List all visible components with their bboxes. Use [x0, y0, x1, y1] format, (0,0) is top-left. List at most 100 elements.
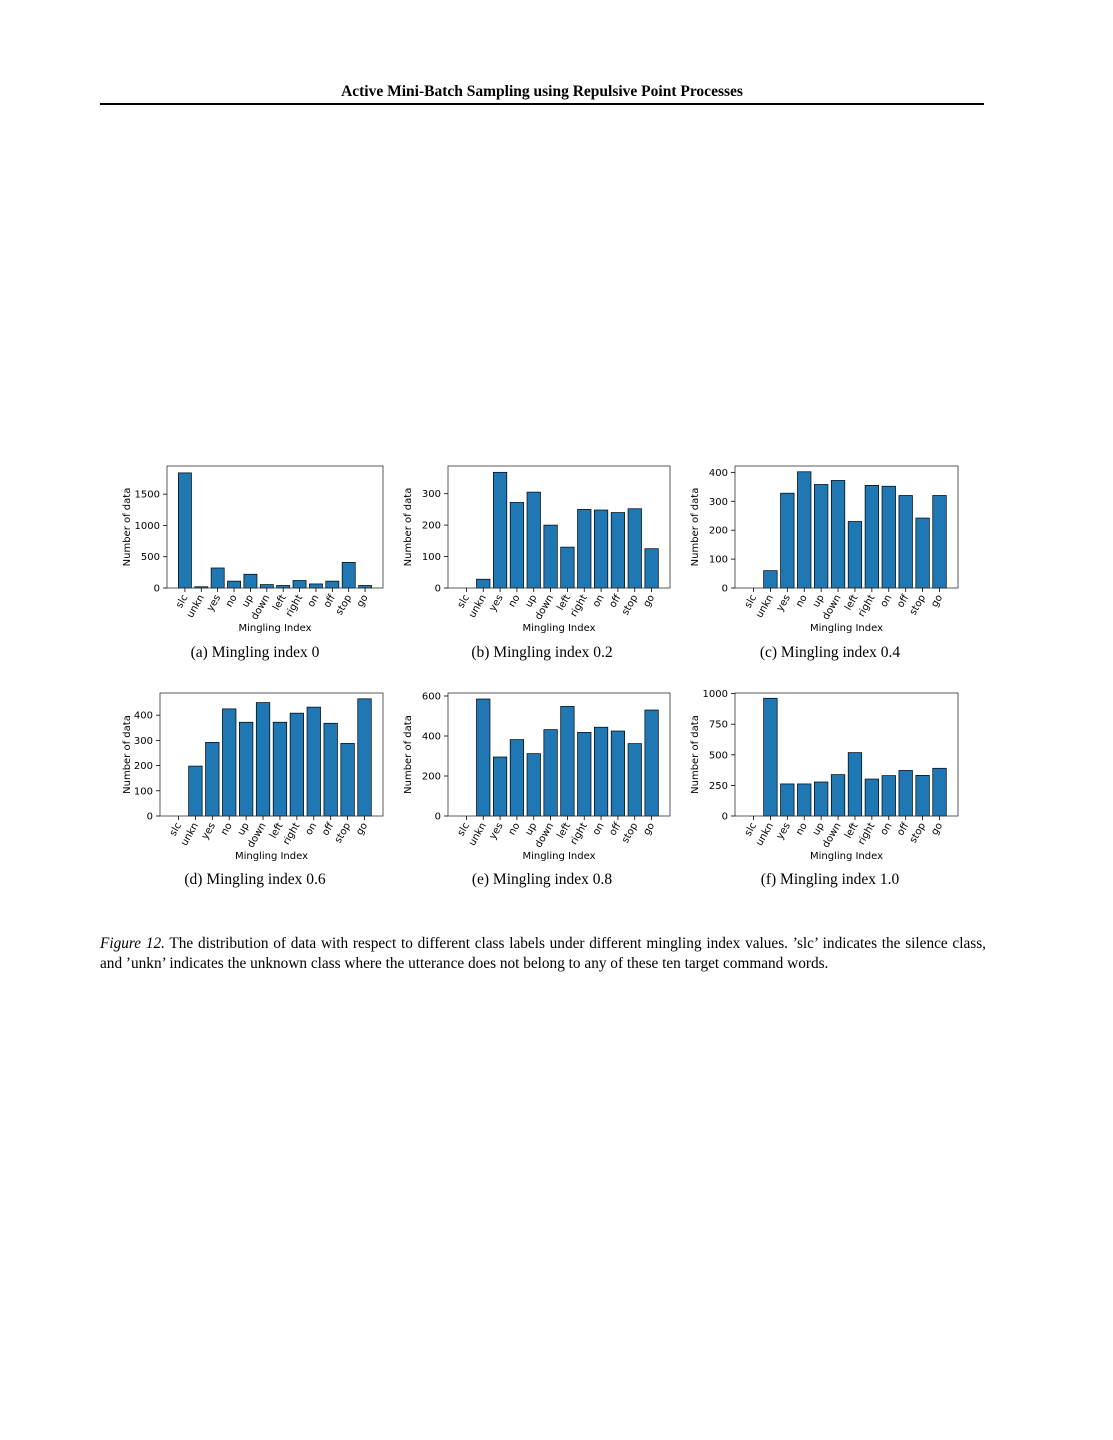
- bar-unkn: [476, 698, 491, 817]
- subfigure-caption: (e) Mingling index 0.8: [472, 871, 613, 888]
- bar-right: [864, 778, 879, 817]
- bar-no: [509, 739, 524, 817]
- bar-off: [898, 770, 913, 817]
- x-tick-label: go: [929, 593, 945, 609]
- y-tick-label: 200: [709, 526, 728, 537]
- bar-off: [323, 722, 338, 817]
- bar-stop: [915, 775, 930, 817]
- plot-frame: [166, 465, 384, 589]
- x-tick-label: on: [306, 593, 322, 609]
- y-tick-label: 1500: [135, 490, 160, 501]
- plot-frame: [447, 692, 671, 817]
- figure-label: Figure 12.: [100, 935, 165, 952]
- bar-off: [325, 580, 340, 589]
- y-tick-label: 1000: [703, 689, 728, 700]
- y-tick-label: 0: [147, 812, 153, 823]
- bar-right: [292, 580, 307, 589]
- bar-no: [222, 708, 237, 817]
- x-tick-label: slc: [456, 593, 472, 610]
- x-axis-label: Mingling Index: [522, 851, 595, 862]
- bar-yes: [205, 742, 220, 817]
- y-axis-label: Number of data: [122, 488, 133, 567]
- x-tick-label: stop: [620, 821, 640, 845]
- bar-up: [814, 484, 829, 589]
- y-tick-label: 100: [422, 552, 441, 563]
- bar-up: [526, 753, 541, 817]
- x-tick-label: unkn: [754, 821, 776, 848]
- x-tick-label: unkn: [754, 593, 776, 620]
- x-tick-label: yes: [775, 821, 793, 841]
- bar-unkn: [763, 570, 778, 589]
- x-tick-label: on: [591, 593, 607, 609]
- bar-right: [577, 732, 592, 817]
- x-tick-label: go: [355, 593, 371, 609]
- x-tick-label: no: [224, 593, 240, 609]
- x-tick-label: up: [236, 821, 252, 837]
- bar-left: [272, 721, 288, 817]
- y-tick-label: 100: [709, 555, 728, 566]
- bar-stop: [627, 743, 642, 817]
- y-axis-label: Number of data: [690, 488, 701, 567]
- bar-on: [881, 485, 896, 589]
- bar-off: [898, 495, 913, 589]
- x-tick-label: right: [569, 593, 590, 619]
- bar-left: [560, 706, 575, 817]
- x-tick-label: stop: [908, 593, 928, 617]
- x-tick-label: no: [507, 821, 523, 837]
- x-tick-label: stop: [333, 821, 353, 845]
- x-axis-label: Mingling Index: [238, 623, 311, 634]
- x-tick-label: yes: [775, 593, 793, 613]
- bar-go: [932, 767, 947, 817]
- bar-slc: [178, 472, 192, 589]
- x-tick-label: unkn: [179, 821, 201, 848]
- bar-down: [259, 584, 274, 589]
- bar-on: [309, 583, 323, 589]
- x-tick-label: off: [895, 820, 912, 838]
- bar-no: [797, 471, 812, 589]
- x-tick-label: slc: [456, 821, 472, 838]
- bar-left: [847, 521, 863, 589]
- bar-unkn: [188, 765, 203, 817]
- bar-left: [560, 546, 575, 589]
- y-axis-label: Number of data: [122, 715, 133, 794]
- x-tick-label: yes: [200, 821, 218, 841]
- x-tick-label: slc: [743, 593, 759, 610]
- bar-go: [644, 548, 659, 589]
- y-tick-label: 400: [709, 468, 728, 479]
- bar-down: [543, 524, 558, 589]
- subfigure-caption: (b) Mingling index 0.2: [471, 644, 612, 661]
- bar-up: [243, 573, 258, 589]
- figure-caption: Figure 12. The distribution of data with…: [100, 934, 986, 974]
- x-tick-label: yes: [205, 593, 223, 613]
- y-tick-label: 200: [422, 521, 441, 532]
- bar-down: [830, 480, 846, 589]
- x-tick-label: go: [929, 821, 945, 837]
- plot-frame: [447, 465, 671, 589]
- y-tick-label: 300: [709, 497, 728, 508]
- x-tick-label: on: [879, 821, 895, 837]
- y-tick-label: 300: [134, 736, 153, 747]
- bar-down: [255, 702, 271, 817]
- bar-down: [830, 774, 846, 817]
- bar-no: [509, 502, 524, 589]
- x-tick-label: on: [879, 593, 895, 609]
- bar-yes: [780, 783, 795, 817]
- bar-on: [593, 726, 609, 817]
- bar-go: [932, 495, 947, 589]
- y-tick-label: 0: [154, 584, 160, 595]
- x-tick-label: go: [354, 821, 370, 837]
- x-tick-label: no: [794, 821, 810, 837]
- x-tick-label: yes: [488, 821, 506, 841]
- subfigure-caption: (a) Mingling index 0: [191, 644, 320, 661]
- x-axis-label: Mingling Index: [522, 623, 595, 634]
- caption-text: The distribution of data with respect to…: [100, 935, 986, 972]
- x-tick-label: no: [507, 593, 523, 609]
- bar-unkn: [763, 697, 778, 817]
- bar-stop: [915, 517, 930, 589]
- x-tick-label: unkn: [467, 821, 489, 848]
- x-tick-label: up: [811, 593, 827, 609]
